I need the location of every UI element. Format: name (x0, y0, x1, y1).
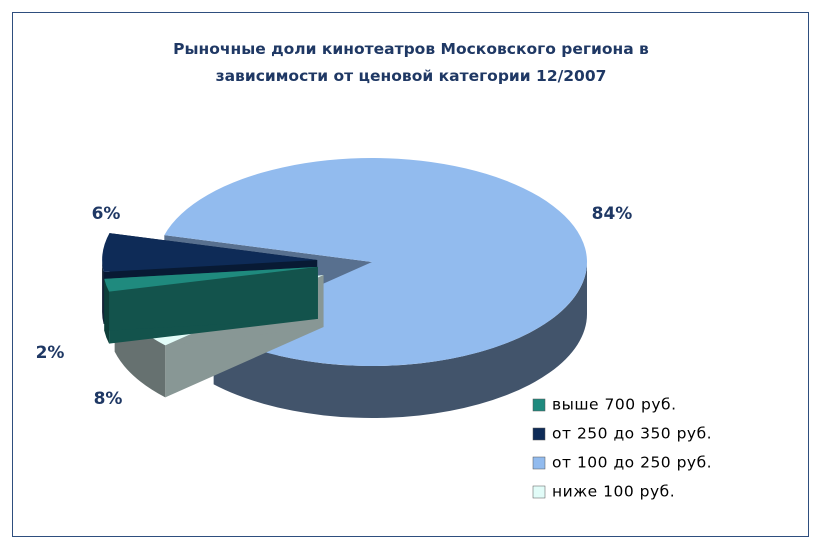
slice-top (102, 233, 318, 272)
chart-title: Рыночные доли кинотеатров Московского ре… (173, 40, 649, 58)
legend-label: ниже 100 руб. (552, 483, 675, 501)
legend-swatch (532, 456, 546, 470)
chart-subtitle: зависимости от ценовой категории 12/2007 (216, 67, 607, 85)
data-label: 6% (92, 204, 121, 224)
slice-top (104, 266, 318, 292)
legend-swatch (532, 485, 546, 499)
slice-side (102, 259, 104, 324)
slice-side (104, 278, 110, 344)
slice (104, 266, 318, 344)
pie (102, 158, 588, 418)
slice-side (213, 262, 587, 418)
legend-label: от 100 до 250 руб. (552, 454, 712, 472)
data-label: 84% (592, 204, 633, 224)
data-label: 8% (94, 389, 123, 409)
legend-label: от 250 до 350 руб. (552, 425, 712, 443)
legend-swatch (532, 398, 546, 412)
data-label: 2% (36, 343, 65, 363)
legend-swatch (532, 427, 546, 441)
legend-label: выше 700 руб. (552, 396, 677, 414)
